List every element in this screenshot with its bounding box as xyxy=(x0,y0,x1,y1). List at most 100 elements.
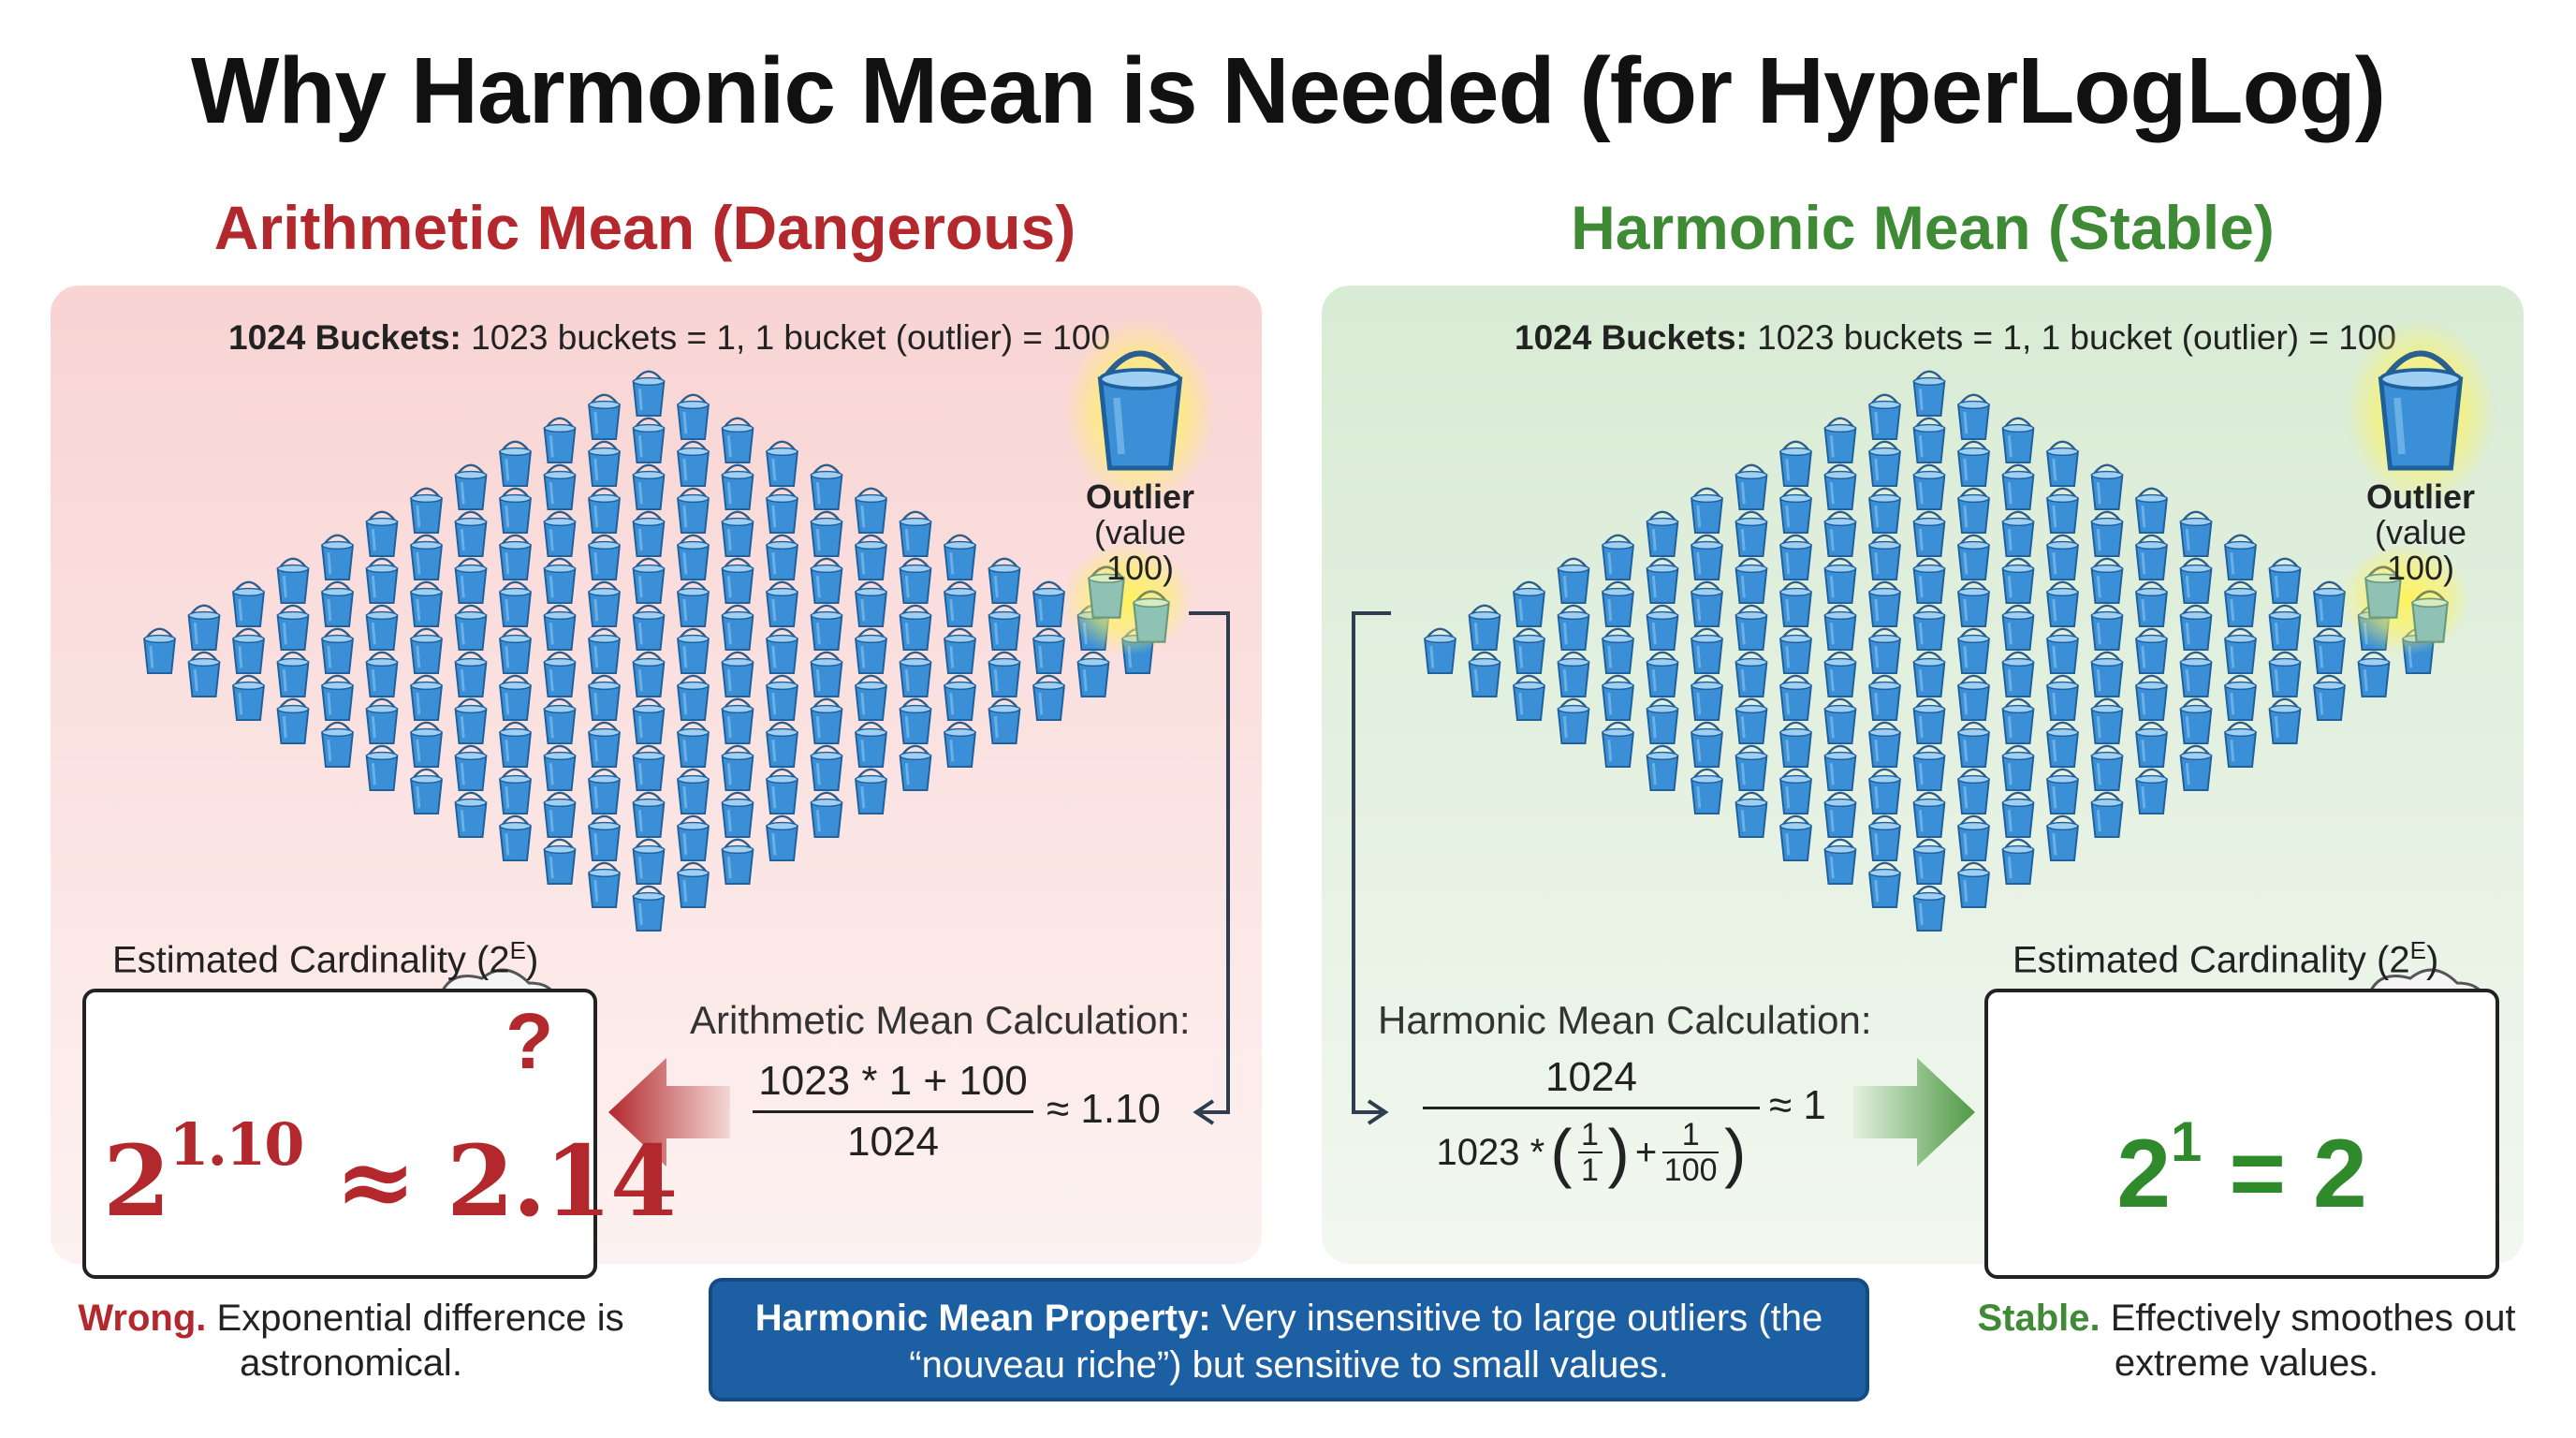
bucket-icon xyxy=(899,651,932,698)
left-result-card xyxy=(82,989,597,1279)
left-verdict: Wrong. Exponential difference is astrono… xyxy=(75,1296,627,1386)
bucket-icon xyxy=(1032,674,1066,722)
left-outlier-label: Outlier (value 100) xyxy=(1056,479,1224,586)
bucket-icon xyxy=(2179,510,2213,558)
bucket-icon xyxy=(1912,651,1946,698)
bucket-icon xyxy=(676,627,710,675)
bucket-icon xyxy=(1912,604,1946,652)
bucket-icon xyxy=(1823,417,1857,464)
bucket-icon xyxy=(632,557,666,605)
bucket-icon xyxy=(1823,557,1857,605)
bucket-icon xyxy=(2223,534,2258,581)
harmonic-fraction: 1024 1023 * ( 1 1 ) + 1 100 ) xyxy=(1423,1054,1760,1190)
harmonic-denominator: 1023 * ( 1 1 ) + 1 100 ) xyxy=(1436,1116,1747,1189)
bucket-icon xyxy=(2134,768,2169,815)
bucket-icon xyxy=(276,604,310,652)
bucket-icon xyxy=(1601,580,1635,628)
bucket-icon xyxy=(187,651,221,698)
bucket-icon xyxy=(1557,604,1590,652)
bucket-icon xyxy=(810,744,843,792)
bucket-icon xyxy=(810,604,843,652)
bucket-icon xyxy=(365,510,399,558)
bucket-icon xyxy=(1912,885,1946,932)
bucket-icon xyxy=(142,627,177,675)
bucket-icon xyxy=(454,557,488,605)
bucket-icon xyxy=(1867,580,1902,628)
bucket-icon xyxy=(498,487,533,535)
bucket-icon xyxy=(632,370,666,418)
bucket-icon xyxy=(2045,580,2080,628)
right-bucket-grid xyxy=(1423,370,2436,932)
bucket-icon xyxy=(676,721,710,769)
bucket-icon xyxy=(1912,744,1946,792)
bucket-icon xyxy=(632,604,666,652)
left-estimated-result: 21.10 ≈ 2.14 xyxy=(103,1110,678,1239)
bucket-icon xyxy=(498,440,533,488)
bucket-icon xyxy=(2045,814,2080,862)
bucket-icon xyxy=(854,627,888,675)
bucket-icon xyxy=(320,721,355,769)
bucket-icon xyxy=(587,721,622,769)
bucket-icon xyxy=(1734,557,1768,605)
bucket-icon xyxy=(1601,721,1635,769)
bucket-icon xyxy=(943,674,977,722)
bucket-icon xyxy=(765,721,799,769)
bucket-icon xyxy=(1867,768,1902,815)
bucket-icon xyxy=(1912,463,1946,511)
bucket-icon xyxy=(854,768,888,815)
bucket-icon xyxy=(810,463,843,511)
bucket-icon xyxy=(1956,627,1991,675)
harmonic-mean-heading: Harmonic Mean (Stable) xyxy=(1571,193,2275,262)
bucket-icon xyxy=(721,557,754,605)
page-title: Why Harmonic Mean is Needed (for HyperLo… xyxy=(190,38,2386,143)
bucket-icon xyxy=(854,721,888,769)
bucket-icon xyxy=(1778,814,1813,862)
connector-arrow-icon xyxy=(1189,611,1230,1114)
bucket-icon xyxy=(899,557,932,605)
bucket-icon xyxy=(1867,721,1902,769)
bucket-icon xyxy=(2045,674,2080,722)
bucket-icon xyxy=(1076,651,1110,698)
bucket-icon xyxy=(2001,557,2035,605)
bucket-icon xyxy=(543,417,577,464)
bucket-icon xyxy=(2179,604,2213,652)
bucket-icon xyxy=(587,534,622,581)
outlier-bucket-icon xyxy=(2381,354,2461,469)
bucket-icon xyxy=(1734,604,1768,652)
bucket-icon xyxy=(943,534,977,581)
bucket-icon xyxy=(810,510,843,558)
bucket-icon xyxy=(899,697,932,745)
bucket-icon xyxy=(1646,604,1679,652)
bucket-icon xyxy=(1690,487,1724,535)
bucket-icon xyxy=(988,604,1021,652)
bucket-icon xyxy=(320,674,355,722)
bucket-icon xyxy=(1032,627,1066,675)
right-buckets-caption-text: 1023 buckets = 1, 1 bucket (outlier) = 1… xyxy=(1757,318,2397,357)
right-verdict-word: Stable. xyxy=(1977,1298,2100,1339)
bucket-icon xyxy=(498,534,533,581)
bucket-icon xyxy=(543,791,577,839)
bucket-icon xyxy=(2268,604,2302,652)
bucket-icon xyxy=(765,534,799,581)
bucket-icon xyxy=(676,534,710,581)
bucket-icon xyxy=(988,557,1021,605)
bucket-icon xyxy=(1423,627,1457,675)
bucket-icon xyxy=(2134,534,2169,581)
bucket-icon xyxy=(1734,510,1768,558)
right-estimated-result: 21 = 2 xyxy=(2116,1110,2367,1228)
bucket-icon xyxy=(2134,580,2169,628)
left-bucket-grid xyxy=(142,370,1155,932)
bucket-icon xyxy=(899,510,932,558)
bucket-icon xyxy=(1867,814,1902,862)
bucket-icon xyxy=(632,697,666,745)
bucket-icon xyxy=(1867,440,1902,488)
bucket-icon xyxy=(1867,393,1902,441)
harmonic-calc-title: Harmonic Mean Calculation: xyxy=(1378,998,1872,1042)
bucket-icon xyxy=(409,721,444,769)
right-cardinality-heading: Estimated Cardinality (2E) xyxy=(2012,936,2439,981)
bucket-icon xyxy=(632,510,666,558)
left-buckets-caption-bold: 1024 Buckets: xyxy=(228,318,461,357)
bucket-icon xyxy=(1956,768,1991,815)
bucket-icon xyxy=(1778,487,1813,535)
bucket-icon xyxy=(2268,651,2302,698)
